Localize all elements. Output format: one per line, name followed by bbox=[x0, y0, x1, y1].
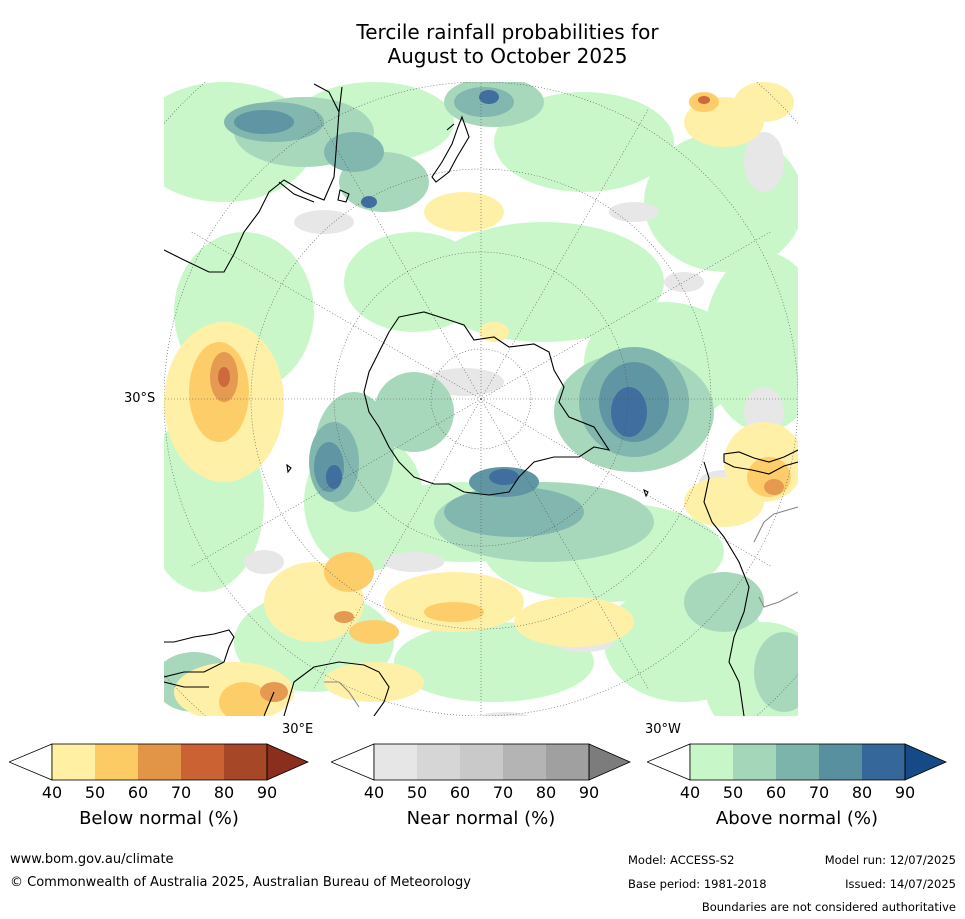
colorbar-below-arrow-left bbox=[9, 743, 53, 781]
issued-date: Issued: 14/07/2025 bbox=[845, 877, 956, 891]
colorbar-near-bin-50 bbox=[417, 744, 460, 780]
colorbar-above-bin-60 bbox=[776, 744, 819, 780]
website-link[interactable]: www.bom.gov.au/climate bbox=[10, 852, 174, 867]
tick: 60 bbox=[449, 783, 471, 802]
lon-label-30e: 30°E bbox=[282, 722, 314, 737]
tick: 50 bbox=[406, 783, 428, 802]
model-run-date: Model run: 12/07/2025 bbox=[824, 853, 956, 867]
lon-label-30w: 30°W bbox=[645, 722, 681, 737]
colorbar-below-bin-70 bbox=[181, 744, 224, 780]
tick: 60 bbox=[127, 783, 149, 802]
model-name: Model: ACCESS-S2 bbox=[628, 853, 735, 867]
colorbar-near-bin-70 bbox=[503, 744, 546, 780]
tick: 90 bbox=[578, 783, 600, 802]
colorbar-above-bin-70 bbox=[819, 744, 862, 780]
tick: 90 bbox=[256, 783, 278, 802]
tick: 80 bbox=[851, 783, 873, 802]
colorbar-above-bin-40 bbox=[690, 744, 733, 780]
colorbar-below-bin-80 bbox=[224, 744, 267, 780]
tick: 50 bbox=[84, 783, 106, 802]
colorbar-above-title: Above normal (%) bbox=[715, 808, 879, 829]
lat-label-30s: 30°S bbox=[124, 391, 156, 406]
title-line-1: Tercile rainfall probabilities for bbox=[356, 20, 659, 44]
title-line-2: August to October 2025 bbox=[387, 44, 628, 68]
colorbar-below-bin-50 bbox=[95, 744, 138, 780]
colorbar-above-arrow-right bbox=[904, 743, 947, 781]
colorbar-near-bin-80 bbox=[546, 744, 589, 780]
colorbar-near-title: Near normal (%) bbox=[406, 808, 556, 829]
tick: 40 bbox=[363, 783, 385, 802]
colorbar-above-bin-80 bbox=[862, 744, 905, 780]
tick: 40 bbox=[41, 783, 63, 802]
colorbar-near-arrow-left bbox=[331, 743, 375, 781]
colorbar-below-normal bbox=[9, 743, 309, 781]
colorbar-below-arrow-right bbox=[266, 743, 309, 781]
colorbar-above-bin-50 bbox=[733, 744, 776, 780]
coastlines bbox=[164, 83, 798, 716]
colorbar-near-arrow-right bbox=[588, 743, 631, 781]
colorbar-near-normal bbox=[331, 743, 631, 781]
map-canvas bbox=[164, 82, 798, 716]
tick: 50 bbox=[722, 783, 744, 802]
tick: 80 bbox=[535, 783, 557, 802]
colorbar-near-bin-40 bbox=[374, 744, 417, 780]
graticule bbox=[164, 82, 798, 716]
base-period: Base period: 1981-2018 bbox=[628, 877, 767, 891]
tick: 70 bbox=[170, 783, 192, 802]
tick: 90 bbox=[894, 783, 916, 802]
tick: 80 bbox=[213, 783, 235, 802]
tick: 60 bbox=[765, 783, 787, 802]
copyright-text: © Commonwealth of Australia 2025, Austra… bbox=[10, 875, 471, 890]
colorbar-below-title: Below normal (%) bbox=[79, 808, 239, 829]
colorbar-below-bin-40 bbox=[52, 744, 95, 780]
map-title: Tercile rainfall probabilities for Augus… bbox=[0, 20, 965, 68]
colorbar-near-bin-60 bbox=[460, 744, 503, 780]
boundaries-disclaimer: Boundaries are not considered authoritat… bbox=[701, 900, 956, 914]
colorbar-above-normal bbox=[647, 743, 947, 781]
tick: 40 bbox=[679, 783, 701, 802]
polar-map bbox=[164, 82, 798, 716]
tick: 70 bbox=[492, 783, 514, 802]
colorbar-below-bin-60 bbox=[138, 744, 181, 780]
tick: 70 bbox=[808, 783, 830, 802]
colorbar-above-arrow-left bbox=[647, 743, 691, 781]
